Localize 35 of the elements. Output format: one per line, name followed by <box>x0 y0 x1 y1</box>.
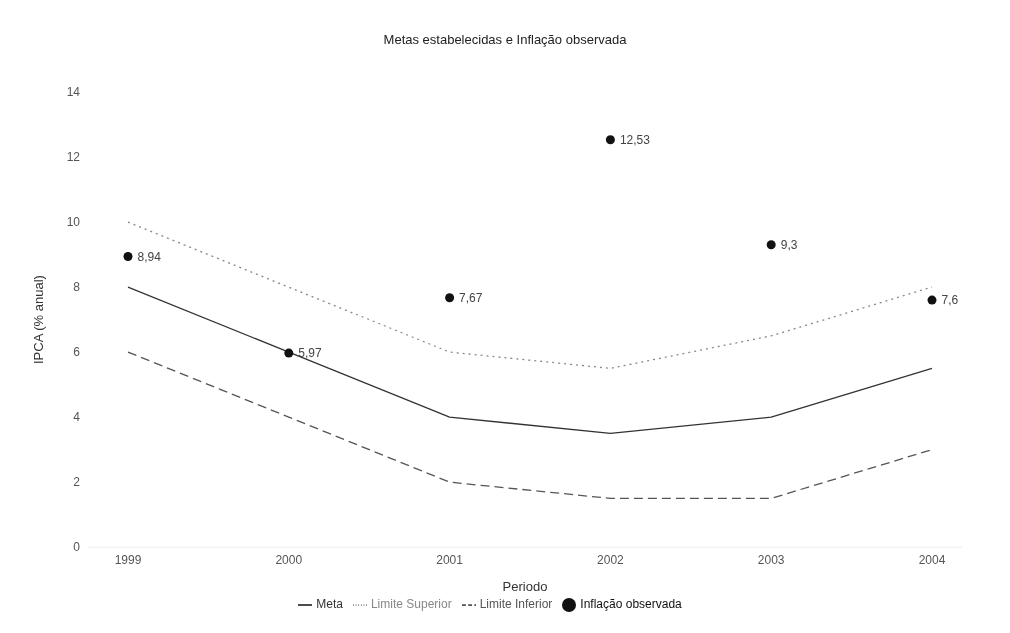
y-axis-title: IPCA (% anual) <box>30 275 46 365</box>
data-label: 7,6 <box>941 293 959 308</box>
y-tick-label: 2 <box>73 475 81 490</box>
chart-title: Metas estabelecidas e Inflação observada <box>382 31 628 49</box>
line-series <box>127 286 933 435</box>
point <box>284 348 294 358</box>
x-axis-title: Periodo <box>502 579 548 595</box>
y-tick-label: 12 <box>66 150 81 165</box>
y-tick-label: 8 <box>73 280 81 295</box>
x-tick-label: 2001 <box>436 552 464 567</box>
data-label: 9,3 <box>780 238 798 253</box>
x-tick-label: 2003 <box>757 552 785 567</box>
data-label: 12,53 <box>619 133 651 148</box>
y-tick-label: 6 <box>73 345 81 360</box>
y-tick-label: 0 <box>73 540 81 555</box>
y-tick-label: 14 <box>66 85 81 100</box>
point <box>927 295 937 305</box>
data-label: 5,97 <box>298 346 322 361</box>
x-tick-label: 2002 <box>597 552 625 567</box>
point <box>766 240 776 250</box>
point <box>605 135 615 145</box>
y-tick-label: 4 <box>73 410 81 425</box>
data-label: 8,94 <box>137 249 162 264</box>
line-series <box>127 221 933 369</box>
legend-label: Meta <box>316 597 343 612</box>
point <box>123 252 133 262</box>
x-tick-label: 2000 <box>275 552 303 567</box>
legend-label: Inflação observada <box>580 597 682 612</box>
x-tick-label: 2004 <box>918 552 946 567</box>
y-tick-label: 10 <box>66 215 81 230</box>
point <box>445 293 455 303</box>
x-tick-label: 1999 <box>114 552 142 567</box>
legend-label: Limite Inferior <box>479 597 553 612</box>
data-label: 7,67 <box>459 291 483 306</box>
legend-label: Limite Superior <box>370 597 452 612</box>
